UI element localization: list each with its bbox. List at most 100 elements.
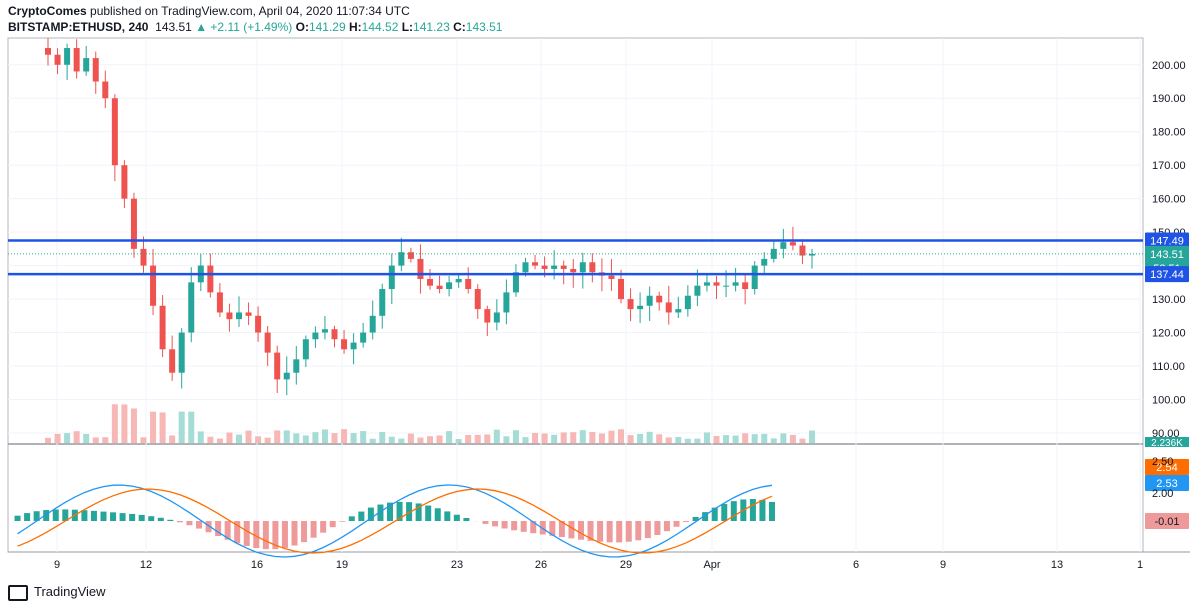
macd-histogram-bar (349, 516, 355, 521)
volume-bar (618, 429, 624, 443)
y-tick-label: 190.00 (1152, 93, 1186, 105)
candle-body (408, 252, 414, 259)
plot-frame (8, 38, 1143, 552)
volume-bar (437, 435, 443, 443)
macd-histogram-bar (167, 520, 173, 521)
macd-histogram-bar (492, 521, 498, 526)
macd-y-tick-label: 2.00 (1152, 488, 1173, 500)
volume-bar (83, 434, 89, 443)
volume-bar (55, 434, 61, 443)
volume-bar (74, 431, 80, 443)
volume-bar (666, 437, 672, 443)
brand-label[interactable]: TradingView (34, 584, 106, 599)
volume-bar (417, 438, 423, 443)
candle-body (360, 333, 366, 343)
volume-bar (723, 435, 729, 443)
macd-histogram-bar (129, 514, 135, 521)
candle-body (74, 48, 80, 71)
candle-body (714, 282, 720, 285)
candle-body (322, 329, 328, 332)
volume-bar (542, 434, 548, 443)
macd-histogram-bar (244, 521, 250, 546)
candle-body (761, 259, 767, 266)
volume-bar (188, 412, 194, 443)
candle-body (55, 55, 61, 65)
macd-histogram-bar (483, 521, 489, 524)
x-tick-label: 19 (336, 559, 348, 571)
x-tick-label: 26 (535, 559, 547, 571)
candle-body (83, 58, 89, 71)
x-tick-label: 6 (853, 559, 859, 571)
macd-histogram-bar (750, 499, 756, 521)
macd-histogram-bar (664, 521, 670, 531)
volume-bar (513, 430, 519, 443)
macd-histogram-bar (101, 512, 107, 521)
macd-histogram-bar (597, 521, 603, 542)
candle-body (45, 48, 51, 55)
macd-histogram-bar (674, 521, 680, 527)
volume-bar (532, 433, 538, 443)
candle-body (265, 333, 271, 353)
macd-histogram-bar (358, 512, 364, 521)
candle-body (427, 279, 433, 286)
x-tick-label: 9 (940, 559, 946, 571)
candle-body (570, 269, 576, 272)
candle-body (494, 312, 500, 322)
candle-body (733, 282, 739, 285)
volume-bar (694, 439, 700, 443)
macd-histogram-bar (91, 511, 97, 521)
volume-bar (398, 439, 404, 443)
candle-body (608, 276, 614, 279)
candle-body (332, 329, 338, 339)
candle-body (589, 262, 595, 272)
volume-bar (408, 434, 414, 443)
macd-histogram-bar (81, 510, 87, 521)
volume-bar (265, 438, 271, 443)
macd-histogram-bar (196, 521, 202, 529)
volume-bar (752, 434, 758, 443)
candle-body (685, 296, 691, 309)
candle-body (446, 282, 452, 289)
macd-histogram-bar (683, 521, 689, 522)
y-tick-label: 100.00 (1152, 394, 1186, 406)
macd-histogram-bar (311, 521, 317, 538)
macd-histogram-bar (759, 500, 765, 521)
candle-body (160, 306, 166, 350)
macd-histogram-bar (292, 521, 298, 546)
price-label-text: 147.49 (1150, 236, 1184, 248)
candle-body (484, 309, 490, 322)
candle-body (675, 309, 681, 312)
volume-bar (179, 412, 185, 443)
macd-histogram-bar (139, 515, 145, 521)
candle-body (561, 266, 567, 269)
macd-histogram-bar (607, 521, 613, 542)
volume-bar (446, 431, 452, 443)
volume-bar (45, 438, 51, 443)
tradingview-logo-icon[interactable] (8, 585, 28, 601)
macd-histogram-bar (110, 512, 116, 521)
candle-body (542, 266, 548, 269)
volume-bar (360, 431, 366, 443)
volume-bar (494, 430, 500, 443)
candle-body (351, 343, 357, 350)
macd-histogram-bar (721, 504, 727, 521)
candle-body (580, 262, 586, 272)
volume-bar (704, 432, 710, 443)
candle-body (780, 242, 786, 249)
volume-bar (293, 433, 299, 443)
macd-histogram-bar (15, 516, 21, 521)
volume-bar (112, 404, 118, 443)
y-tick-label: 120.00 (1152, 328, 1186, 340)
volume-bar (332, 433, 338, 443)
volume-bar (160, 412, 166, 443)
candle-body (217, 292, 223, 312)
x-tick-label: 9 (54, 559, 60, 571)
y-tick-label: 170.00 (1152, 160, 1186, 172)
candle-body (475, 289, 481, 309)
macd-histogram-bar (425, 506, 431, 521)
candle-body (226, 312, 232, 319)
volume-bar (141, 437, 147, 443)
candle-body (437, 286, 443, 289)
